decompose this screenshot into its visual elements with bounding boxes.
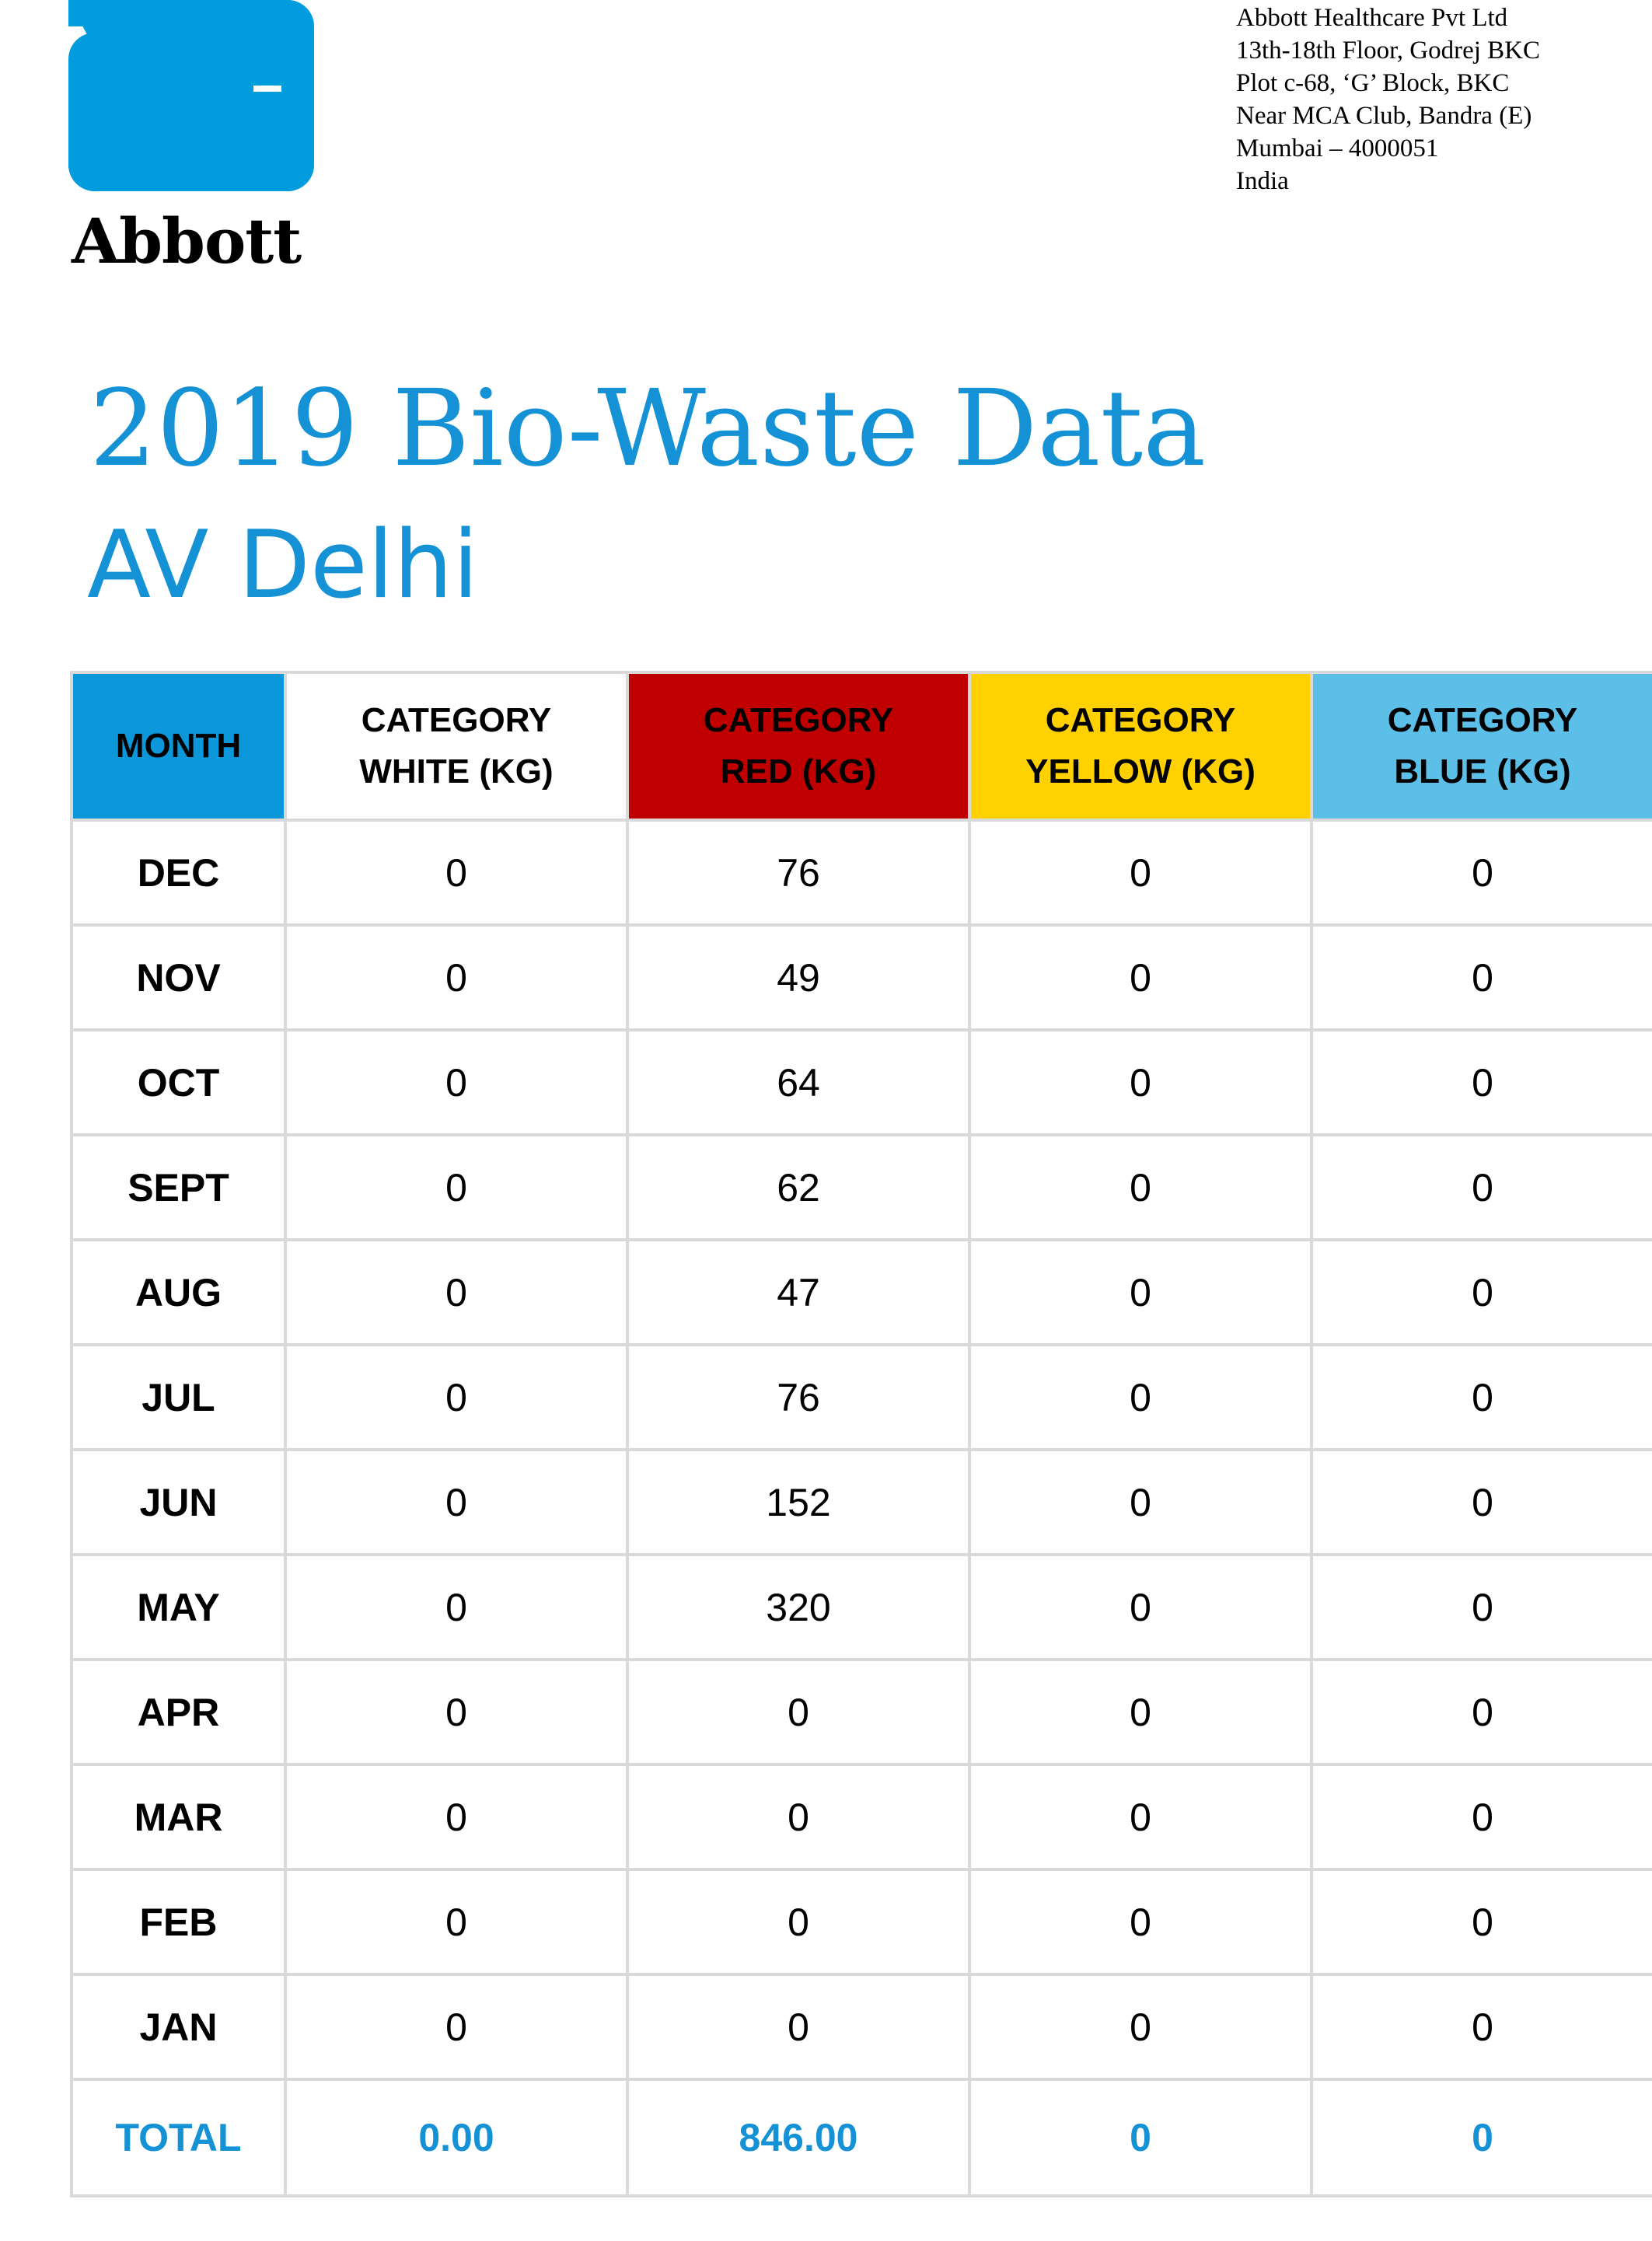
- table-row: MAY 0 320 0 0: [70, 1553, 1652, 1661]
- red-cell: 152: [626, 1448, 971, 1556]
- month-cell: NOV: [70, 923, 287, 1031]
- page-title: 2019 Bio-Waste Data: [89, 368, 1207, 490]
- month-cell: APR: [70, 1658, 287, 1766]
- table-row: DEC 0 76 0 0: [70, 819, 1652, 927]
- white-cell: 0: [284, 1133, 629, 1241]
- red-cell: 62: [626, 1133, 971, 1241]
- month-cell: JAN: [70, 1973, 287, 2081]
- yellow-cell: 0: [968, 1553, 1313, 1661]
- red-cell: 0: [626, 1763, 971, 1871]
- address-line: Plot c-68, ‘G’ Block, BKC: [1236, 69, 1510, 97]
- red-cell: 49: [626, 923, 971, 1031]
- total-month-cell: TOTAL: [70, 2078, 287, 2197]
- table-row: NOV 0 49 0 0: [70, 923, 1652, 1031]
- header-category-red: CATEGORY RED (KG): [626, 671, 971, 822]
- red-cell: 320: [626, 1553, 971, 1661]
- total-white-cell: 0.00: [284, 2078, 629, 2197]
- white-cell: 0: [284, 923, 629, 1031]
- header-month: MONTH: [70, 671, 287, 822]
- white-cell: 0: [284, 1238, 629, 1346]
- blue-cell: 0: [1310, 1448, 1652, 1556]
- table-row: MAR 0 0 0 0: [70, 1763, 1652, 1871]
- red-cell: 64: [626, 1028, 971, 1136]
- blue-cell: 0: [1310, 1133, 1652, 1241]
- address-line: Abbott Healthcare Pvt Ltd: [1236, 4, 1508, 32]
- table-row: APR 0 0 0 0: [70, 1658, 1652, 1766]
- blue-cell: 0: [1310, 1973, 1652, 2081]
- month-cell: OCT: [70, 1028, 287, 1136]
- table-header-row: MONTH CATEGORY WHITE (KG) CATEGORY RED (KG…: [70, 671, 1652, 822]
- total-yellow-cell: 0: [968, 2078, 1313, 2197]
- header-category-yellow: CATEGORY YELLOW (KG): [968, 671, 1313, 822]
- white-cell: 0: [284, 1343, 629, 1451]
- company-address: Abbott Healthcare Pvt Ltd 13th-18th Floo…: [1236, 2, 1540, 197]
- red-cell: 0: [626, 1658, 971, 1766]
- blue-cell: 0: [1310, 819, 1652, 927]
- yellow-cell: 0: [968, 819, 1313, 927]
- month-cell: AUG: [70, 1238, 287, 1346]
- page-subtitle: AV Delhi: [87, 511, 479, 620]
- total-blue-cell: 0: [1310, 2078, 1652, 2197]
- white-cell: 0: [284, 1973, 629, 2081]
- white-cell: 0: [284, 1028, 629, 1136]
- table-row: FEB 0 0 0 0: [70, 1868, 1652, 1976]
- address-line: Near MCA Club, Bandra (E): [1236, 102, 1532, 130]
- month-cell: JUN: [70, 1448, 287, 1556]
- yellow-cell: 0: [968, 1343, 1313, 1451]
- table-row: AUG 0 47 0 0: [70, 1238, 1652, 1346]
- yellow-cell: 0: [968, 1238, 1313, 1346]
- blue-cell: 0: [1310, 923, 1652, 1031]
- white-cell: 0: [284, 819, 629, 927]
- blue-cell: 0: [1310, 1553, 1652, 1661]
- blue-cell: 0: [1310, 1868, 1652, 1976]
- table-row: OCT 0 64 0 0: [70, 1028, 1652, 1136]
- bio-waste-table: MONTH CATEGORY WHITE (KG) CATEGORY RED (KG…: [70, 671, 1652, 2197]
- abbott-wordmark: Abbott: [72, 204, 302, 278]
- red-cell: 47: [626, 1238, 971, 1346]
- yellow-cell: 0: [968, 1658, 1313, 1766]
- table-row: JUN 0 152 0 0: [70, 1448, 1652, 1556]
- total-row: TOTAL 0.00 846.00 0 0: [70, 2078, 1652, 2197]
- white-cell: 0: [284, 1448, 629, 1556]
- month-cell: FEB: [70, 1868, 287, 1976]
- address-line: India: [1236, 167, 1289, 195]
- blue-cell: 0: [1310, 1763, 1652, 1871]
- yellow-cell: 0: [968, 1133, 1313, 1241]
- white-cell: 0: [284, 1763, 629, 1871]
- red-cell: 76: [626, 1343, 971, 1451]
- abbott-logo-icon: [68, 0, 314, 191]
- month-cell: JUL: [70, 1343, 287, 1451]
- month-cell: MAR: [70, 1763, 287, 1871]
- address-line: Mumbai – 4000051: [1236, 134, 1439, 162]
- total-red-cell: 846.00: [626, 2078, 971, 2197]
- yellow-cell: 0: [968, 1763, 1313, 1871]
- address-line: 13th-18th Floor, Godrej BKC: [1236, 37, 1541, 65]
- red-cell: 0: [626, 1868, 971, 1976]
- table-row: SEPT 0 62 0 0: [70, 1133, 1652, 1241]
- yellow-cell: 0: [968, 1868, 1313, 1976]
- white-cell: 0: [284, 1868, 629, 1976]
- blue-cell: 0: [1310, 1028, 1652, 1136]
- blue-cell: 0: [1310, 1343, 1652, 1451]
- red-cell: 0: [626, 1973, 971, 2081]
- white-cell: 0: [284, 1658, 629, 1766]
- month-cell: DEC: [70, 819, 287, 927]
- table-row: JAN 0 0 0 0: [70, 1973, 1652, 2081]
- yellow-cell: 0: [968, 1448, 1313, 1556]
- table-row: JUL 0 76 0 0: [70, 1343, 1652, 1451]
- yellow-cell: 0: [968, 1028, 1313, 1136]
- red-cell: 76: [626, 819, 971, 927]
- blue-cell: 0: [1310, 1238, 1652, 1346]
- header-category-white: CATEGORY WHITE (KG): [284, 671, 629, 822]
- month-cell: SEPT: [70, 1133, 287, 1241]
- month-cell: MAY: [70, 1553, 287, 1661]
- yellow-cell: 0: [968, 923, 1313, 1031]
- white-cell: 0: [284, 1553, 629, 1661]
- header-category-blue: CATEGORY BLUE (KG): [1310, 671, 1652, 822]
- blue-cell: 0: [1310, 1658, 1652, 1766]
- yellow-cell: 0: [968, 1973, 1313, 2081]
- abbott-logo: Abbott: [68, 0, 317, 272]
